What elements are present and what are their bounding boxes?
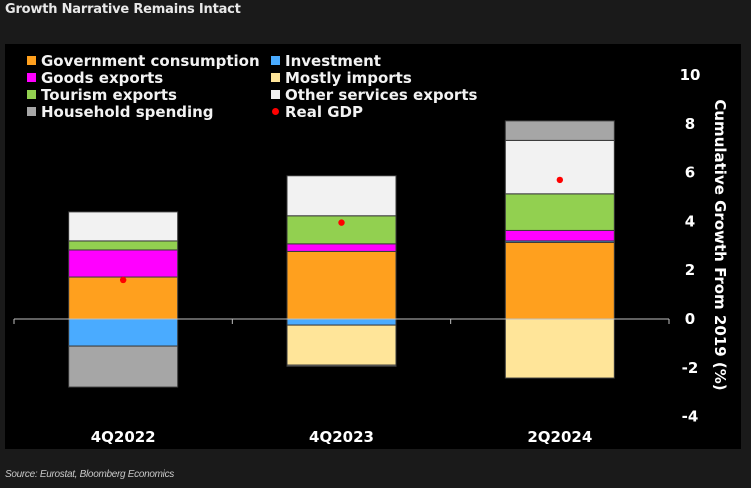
y-tick-label: 0	[685, 310, 695, 328]
bar-segment-other-services-exports-4q2022	[68, 211, 179, 242]
bar-segment-household-spending-4q2023	[286, 364, 397, 367]
legend-swatch-household-spending	[27, 107, 36, 116]
bar-segment-investment-4q2023	[286, 318, 397, 326]
x-tick-label-2q2024: 2Q2024	[527, 428, 592, 446]
legend-label: Goods exports	[41, 68, 164, 87]
y-tick-label: -2	[682, 359, 699, 377]
gdp-dots-group	[119, 176, 564, 284]
y-tick-label: 4	[685, 212, 695, 230]
bars-group	[68, 120, 615, 388]
y-tick-label: 6	[685, 164, 695, 182]
bar-segment-mostly-imports-4q2023	[286, 324, 397, 366]
legend-item-investment: Investment	[271, 51, 381, 70]
chart-title: Growth Narrative Remains Intact	[5, 2, 241, 17]
legend-label: Government consumption	[41, 51, 260, 70]
legend-swatch-tourism-exports	[27, 90, 36, 99]
bar-segment-goods-exports-2q2024	[504, 229, 615, 242]
legend-label: Investment	[285, 51, 381, 70]
bar-segment-other-services-exports-2q2024	[504, 139, 615, 195]
legend-item-tourism-exports: Tourism exports	[27, 85, 177, 104]
bar-segment-government-consumption-2q2024	[504, 241, 615, 320]
legend-swatch-goods-exports	[27, 73, 36, 82]
legend-item-other-services-exports: Other services exports	[271, 85, 478, 104]
x-tick-label-4q2022: 4Q2022	[91, 428, 156, 446]
legend-swatch-other-services-exports	[271, 90, 280, 99]
legend-swatch-mostly-imports	[271, 73, 280, 82]
y-tick-label: 2	[685, 261, 695, 279]
bar-segment-mostly-imports-2q2024	[504, 318, 615, 379]
source-note: Source: Eurostat, Bloomberg Economics	[5, 469, 174, 480]
bar-segment-tourism-exports-2q2024	[504, 193, 615, 231]
y-tick-label: 10	[680, 66, 701, 84]
y-axis-label: Cumulative Growth From 2019 (%)	[711, 99, 729, 390]
zero-axis-group	[13, 318, 670, 324]
legend-swatch-real-gdp	[272, 108, 279, 115]
legend-label: Other services exports	[285, 85, 478, 104]
bar-segment-tourism-exports-4q2022	[68, 240, 179, 251]
x-axis-ticks: 4Q2022 4Q2023 2Q2024	[91, 428, 593, 446]
legend-label: Real GDP	[285, 102, 363, 121]
legend-label: Tourism exports	[41, 85, 177, 104]
legend-item-real-gdp: Real GDP	[271, 102, 363, 121]
legend-item-mostly-imports: Mostly imports	[271, 68, 412, 87]
x-tick-label-4q2023: 4Q2023	[309, 428, 374, 446]
legend-label: Mostly imports	[285, 68, 412, 87]
bar-segment-goods-exports-4q2023	[286, 243, 397, 252]
bar-segment-investment-4q2022	[68, 318, 179, 347]
y-tick-label: -4	[682, 408, 699, 426]
legend-item-household-spending: Household spending	[27, 102, 214, 121]
bar-segment-government-consumption-4q2023	[286, 250, 397, 320]
legend-label: Household spending	[41, 102, 214, 121]
bar-segment-goods-exports-4q2022	[68, 249, 179, 278]
bar-segment-household-spending-2q2024	[504, 120, 615, 141]
y-tick-label: 8	[685, 115, 695, 133]
bar-segment-other-services-exports-4q2023	[286, 175, 397, 217]
real-gdp-dot-4q2022	[119, 276, 127, 284]
legend-item-goods-exports: Goods exports	[27, 68, 164, 87]
bar-segment-government-consumption-4q2022	[68, 276, 179, 320]
legend-swatch-government-consumption	[27, 56, 36, 65]
real-gdp-dot-2q2024	[556, 176, 564, 184]
bar-segment-household-spending-4q2022	[68, 345, 179, 388]
real-gdp-dot-4q2023	[338, 219, 345, 226]
y-axis-ticks: 10 8 6 4 2 0 -2 -4	[680, 66, 701, 426]
legend-swatch-investment	[271, 56, 280, 65]
legend-item-government-consumption: Government consumption	[27, 51, 260, 70]
